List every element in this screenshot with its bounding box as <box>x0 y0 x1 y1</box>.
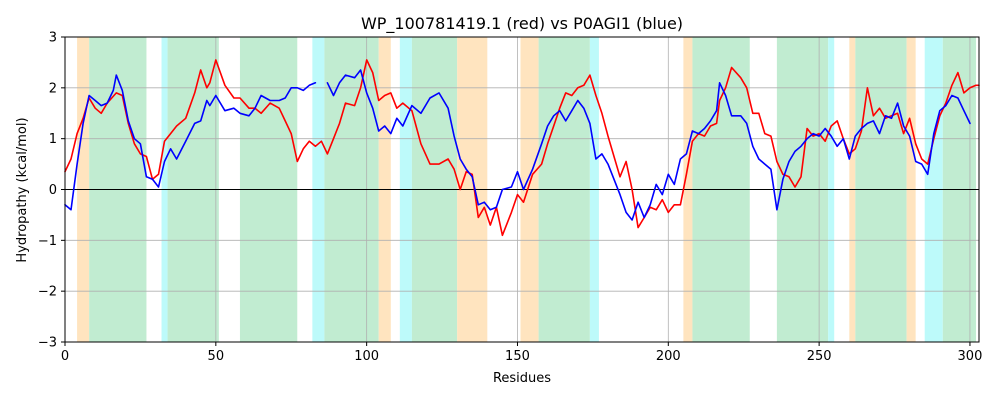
series-blue-line-segment-2 <box>326 69 971 221</box>
x-tick-label: 250 <box>807 349 832 364</box>
y-tick-label: 1 <box>49 132 57 147</box>
y-tick-label: 3 <box>49 31 57 46</box>
plot-area: 0 50 100 150 200 250 300 −3 −2 −1 0 1 2 3 <box>38 31 983 365</box>
y-axis-label: Hydropathy (kcal/mol) <box>15 117 30 262</box>
x-tick-label: 50 <box>208 349 225 364</box>
y-tick-label: −1 <box>38 234 57 249</box>
y-tick-label: 2 <box>49 81 57 96</box>
x-tick-label: 0 <box>61 349 69 364</box>
series-blue-line-segment-1 <box>64 74 317 211</box>
x-tick-label: 100 <box>354 349 379 364</box>
y-tick-label: 0 <box>49 183 57 198</box>
x-tick-label: 200 <box>656 349 681 364</box>
x-tick-label: 300 <box>958 349 983 364</box>
y-tick-label: −3 <box>38 336 57 351</box>
chart-title: WP_100781419.1 (red) vs P0AGI1 (blue) <box>361 14 683 34</box>
series-red-line <box>64 59 980 237</box>
y-tick-label: −2 <box>38 285 57 300</box>
x-axis-label: Residues <box>493 371 551 386</box>
x-tick-label: 150 <box>505 349 530 364</box>
